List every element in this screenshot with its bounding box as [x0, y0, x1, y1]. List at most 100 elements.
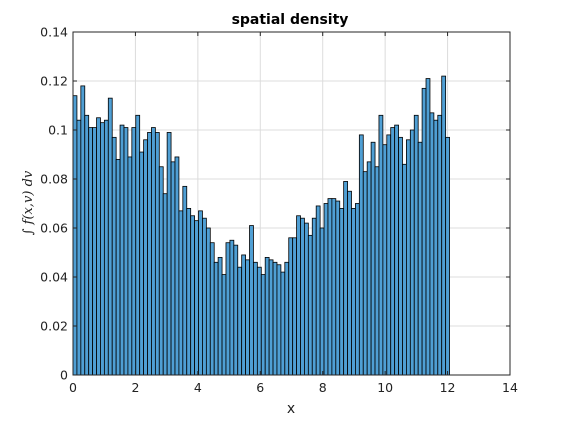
histogram-bar [151, 127, 156, 376]
histogram-bar [115, 158, 121, 376]
histogram-bar [362, 171, 368, 376]
histogram-bar [100, 122, 105, 376]
histogram-bar [288, 237, 294, 376]
histogram-bar [421, 87, 427, 376]
histogram-bar [245, 259, 250, 376]
histogram-bar [331, 198, 337, 376]
histogram-bar [92, 127, 97, 376]
histogram-bar [174, 156, 180, 376]
histogram-bar [154, 132, 160, 376]
histogram-bar [182, 185, 188, 376]
histogram-bar [170, 161, 176, 376]
histogram-bar [386, 134, 392, 376]
histogram-bar [429, 112, 435, 376]
axis-ticks [72, 31, 511, 376]
histogram-bar [139, 151, 145, 376]
x-tick-label: 2 [131, 380, 139, 395]
histogram-bar [315, 205, 321, 376]
histogram-bar [198, 210, 203, 376]
histogram-bar [123, 127, 129, 376]
histogram-bar [80, 85, 86, 376]
x-tick-label: 8 [319, 380, 327, 395]
y-tick-label: 0 [60, 368, 68, 383]
histogram-bar [268, 259, 274, 376]
histogram-bar [406, 139, 411, 376]
histogram-bar [253, 261, 258, 376]
histogram-bar [378, 114, 384, 376]
histogram-bar [72, 95, 78, 376]
histogram-bar [284, 261, 290, 376]
histogram-bar [276, 264, 282, 376]
x-axis-label: x [287, 401, 295, 417]
histogram-bar [194, 220, 199, 376]
histogram-bar [186, 207, 192, 376]
histogram-bar [96, 117, 101, 376]
histogram-bar [425, 78, 431, 376]
histogram-bar [335, 200, 341, 376]
x-tick-label: 4 [194, 380, 202, 395]
x-tick-label: 14 [502, 380, 518, 395]
histogram-bar [327, 198, 333, 376]
histogram-bar [445, 136, 450, 376]
histogram-bar [417, 141, 423, 376]
y-tick-label: 0.04 [40, 270, 68, 285]
histogram-bar [370, 141, 376, 376]
y-axis-label: ∫ f(x,v) dv [21, 170, 36, 235]
histogram-bar [390, 127, 396, 376]
histogram-bar [300, 217, 305, 376]
x-tick-label: 0 [69, 380, 77, 395]
histogram-bar [217, 256, 223, 376]
histogram-bar [162, 193, 168, 376]
histogram-bar [347, 190, 352, 376]
x-tick-labels: 0 2 4 6 8 10 12 14 [69, 380, 518, 395]
histogram-bar [355, 203, 360, 376]
plot-frame [72, 31, 511, 376]
chart-title: spatial density [232, 12, 349, 28]
histogram-bar [209, 242, 215, 376]
y-tick-label: 0.12 [40, 74, 68, 89]
histogram-bar [358, 134, 364, 376]
histogram-bar [143, 139, 148, 376]
histogram-bar [366, 161, 372, 376]
histogram-bar [241, 254, 246, 376]
histogram-bar [131, 127, 137, 376]
histogram-bar [147, 132, 152, 376]
histogram-bar [127, 156, 133, 376]
histogram-bar [249, 225, 254, 376]
y-tick-label: 0.08 [40, 172, 68, 187]
histogram-bar [351, 207, 356, 376]
histogram-bar [178, 210, 184, 376]
bars [72, 75, 450, 376]
histogram-bar [84, 114, 90, 376]
y-tick-label: 0.1 [48, 123, 68, 138]
histogram-bar [402, 163, 407, 376]
histogram-bar [307, 234, 313, 376]
histogram-bar [398, 136, 403, 376]
histogram-bar [233, 244, 239, 376]
histogram-bar [323, 203, 329, 376]
histogram-bar [311, 217, 317, 376]
histogram-bar [304, 222, 309, 376]
histogram-bar [433, 119, 439, 376]
histogram-bar [292, 237, 297, 376]
y-tick-label: 0.06 [40, 221, 68, 236]
histogram-bar [205, 227, 211, 376]
histogram-bar [264, 256, 270, 376]
histogram-bar [213, 261, 219, 376]
histogram-bar [374, 166, 380, 376]
histogram-bar [280, 271, 286, 376]
histogram-bar [296, 215, 301, 376]
histogram-bar [107, 97, 113, 376]
histogram-bar [409, 129, 415, 376]
histogram-bar [413, 114, 419, 376]
histogram-bar [190, 215, 195, 376]
histogram-bar [111, 136, 117, 376]
histogram-bar [119, 124, 125, 376]
histogram-bar [103, 119, 109, 376]
histogram-bar [394, 124, 399, 376]
histogram-bar [202, 217, 207, 376]
histogram-bar [225, 242, 231, 376]
histogram-bar [256, 266, 262, 376]
histogram-bar [158, 166, 164, 376]
x-tick-label: 12 [440, 380, 456, 395]
